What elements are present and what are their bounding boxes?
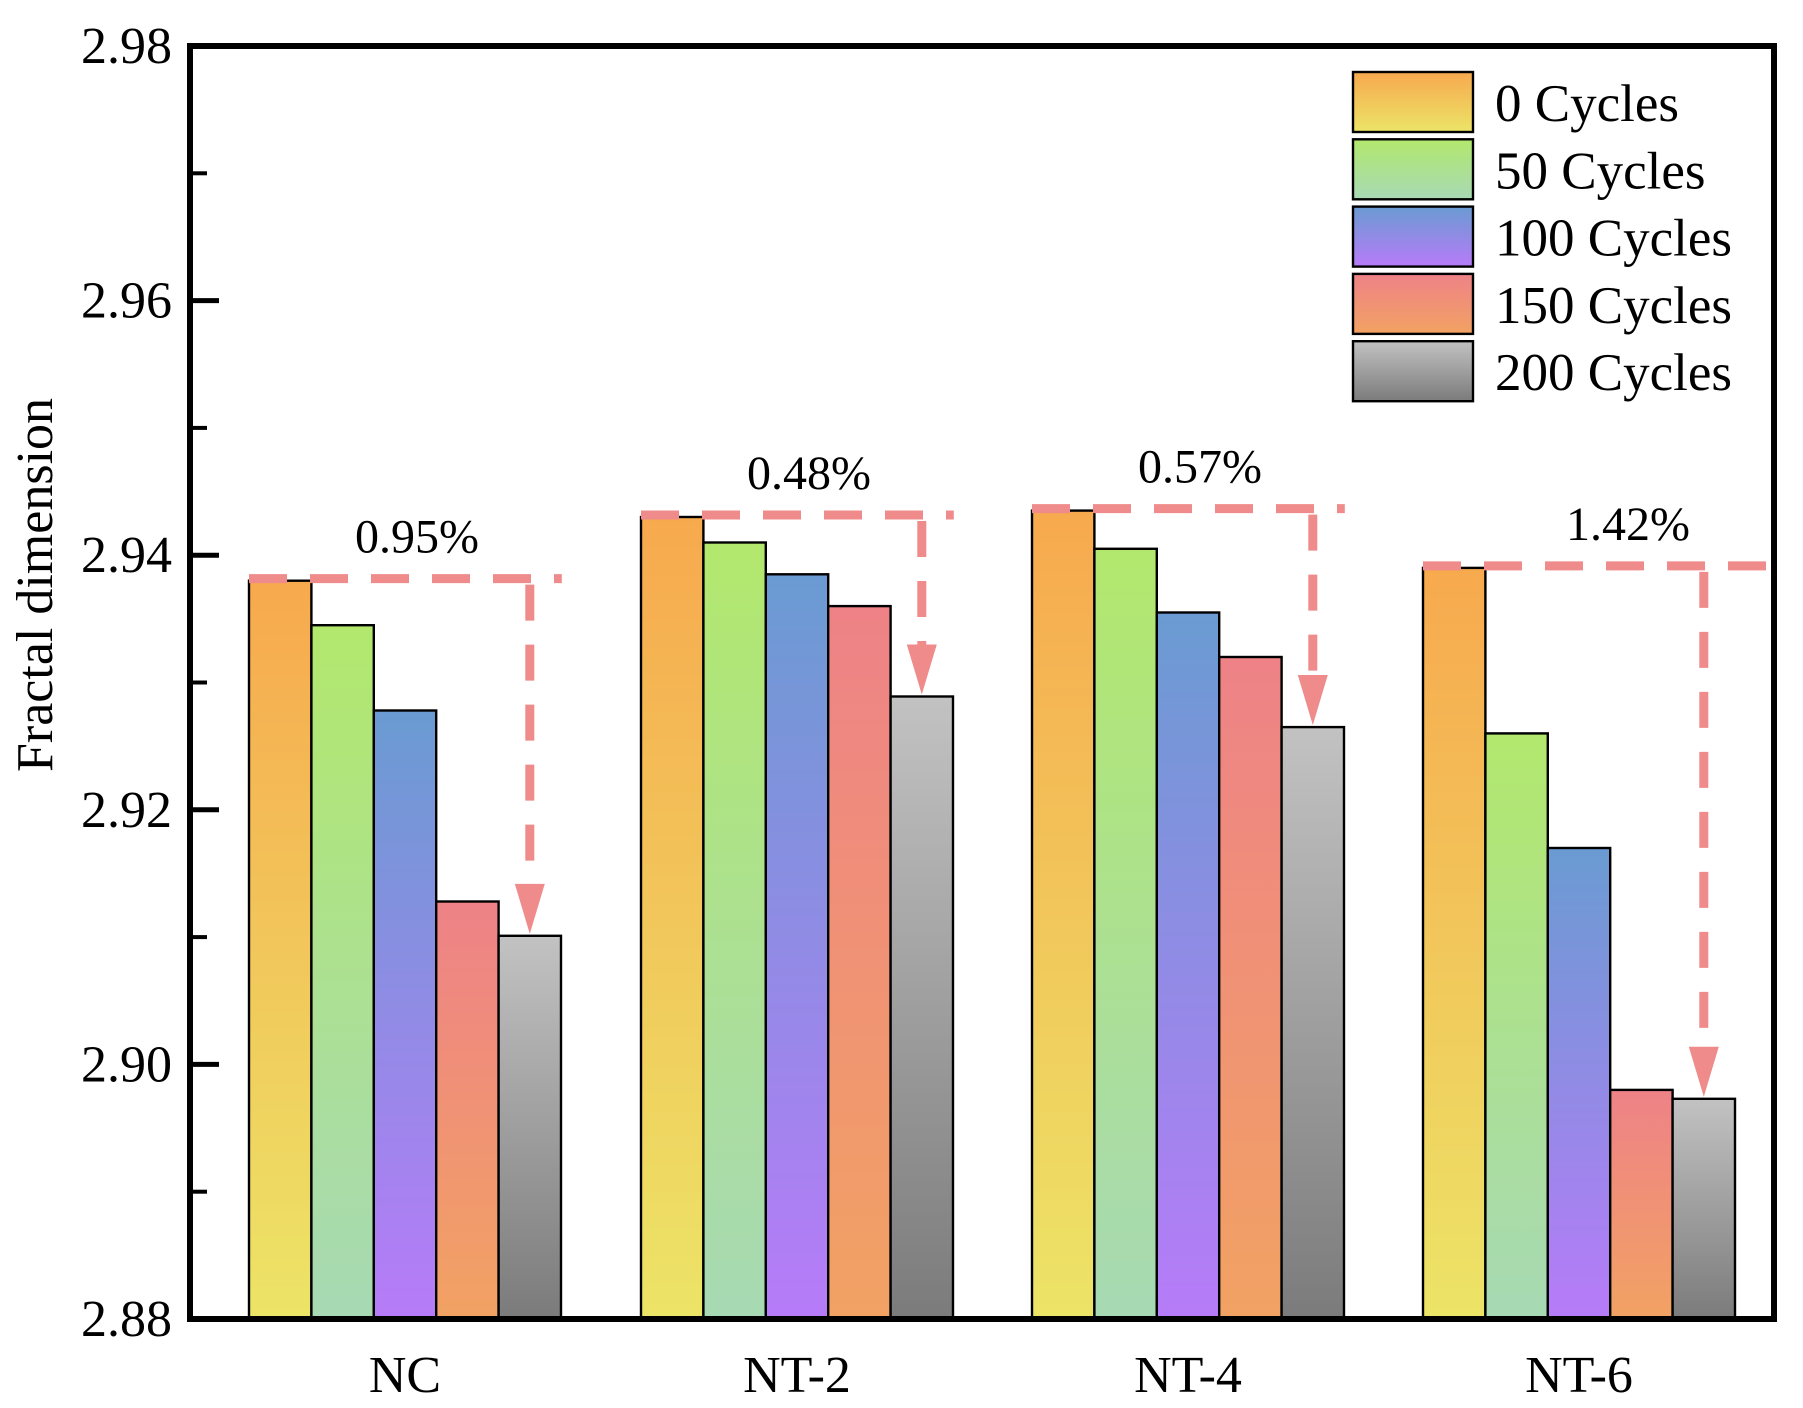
x-tick-label: NT-2 xyxy=(743,1347,851,1404)
bar-nt-4-200-cycles xyxy=(1280,725,1346,1321)
x-tick-label: NT-4 xyxy=(1134,1347,1242,1404)
bar-nc-200-cycles xyxy=(497,934,563,1321)
bar-nt-2-0-cycles xyxy=(639,515,705,1321)
annotation-nt-6: 1.42% xyxy=(1423,498,1774,1097)
y-tick-label: 2.94 xyxy=(81,527,172,584)
annotation-arrowhead xyxy=(1297,675,1328,726)
bar-nt-4-50-cycles xyxy=(1093,547,1159,1321)
legend: 0 Cycles 50 Cycles 100 Cycles 150 Cycles 200… xyxy=(1351,70,1732,403)
annotation-label: 0.48% xyxy=(747,447,871,500)
legend-label: 50 Cycles xyxy=(1495,142,1706,200)
annotation-label: 0.57% xyxy=(1138,441,1262,494)
bars-layer xyxy=(247,509,1737,1321)
axes-layer: 2.88 2.90 2.92 2.94 2.96 2.98 NC NT-2 NT-4 NT-6 xyxy=(81,18,1777,1404)
bar-nt-6-100-cycles xyxy=(1546,846,1612,1321)
bar-nc-50-cycles xyxy=(310,624,375,1321)
annotation-nt-2: 0.48% xyxy=(641,447,954,695)
plot-frame xyxy=(187,43,1777,1322)
legend-swatch xyxy=(1351,70,1475,134)
bar-nc-0-cycles xyxy=(247,579,313,1321)
legend-label: 150 Cycles xyxy=(1495,277,1732,335)
bar-nt-2-100-cycles xyxy=(764,573,830,1321)
bar-nc-150-cycles xyxy=(435,900,500,1321)
bar-nt-6-200-cycles xyxy=(1671,1097,1737,1321)
y-tick-label: 2.96 xyxy=(81,273,172,330)
bar-nt-6-150-cycles xyxy=(1608,1088,1674,1321)
legend-label: 200 Cycles xyxy=(1495,344,1732,402)
bar-nt-4-0-cycles xyxy=(1030,509,1096,1321)
annotations-layer: 0.95% 0.48% 0.57% 1.42% xyxy=(249,441,1774,1097)
annotation-label: 0.95% xyxy=(355,511,479,564)
legend-label: 0 Cycles xyxy=(1495,75,1679,133)
annotation-label: 1.42% xyxy=(1566,498,1690,551)
legend-swatch xyxy=(1351,340,1475,403)
bar-nt-2-200-cycles xyxy=(889,695,955,1321)
legend-label: 100 Cycles xyxy=(1495,210,1732,268)
bar-nt-2-150-cycles xyxy=(827,604,892,1321)
bar-nc-100-cycles xyxy=(372,709,438,1321)
bar-nt-4-150-cycles xyxy=(1217,655,1283,1321)
x-tick-label: NT-6 xyxy=(1525,1347,1633,1404)
annotation-nt-4: 0.57% xyxy=(1032,441,1345,726)
x-tick-label: NC xyxy=(369,1347,441,1404)
bar-nt-6-50-cycles xyxy=(1484,732,1550,1321)
legend-swatch xyxy=(1351,205,1475,268)
y-tick-label: 2.90 xyxy=(81,1036,172,1093)
bar-nt-2-50-cycles xyxy=(702,541,768,1321)
annotation-arrowhead xyxy=(514,883,545,934)
annotation-arrowhead xyxy=(906,644,937,695)
bar-nt-6-0-cycles xyxy=(1421,566,1487,1321)
annotation-nc: 0.95% xyxy=(249,511,562,934)
legend-swatch xyxy=(1351,138,1475,201)
y-tick-label: 2.92 xyxy=(81,782,172,839)
y-axis-title: Fractal dimension xyxy=(7,398,64,772)
y-tick-label: 2.98 xyxy=(81,18,172,75)
annotation-arrowhead xyxy=(1688,1046,1719,1097)
y-tick-label: 2.88 xyxy=(81,1291,172,1348)
legend-swatch xyxy=(1351,272,1475,336)
bar-nt-4-100-cycles xyxy=(1155,611,1221,1321)
